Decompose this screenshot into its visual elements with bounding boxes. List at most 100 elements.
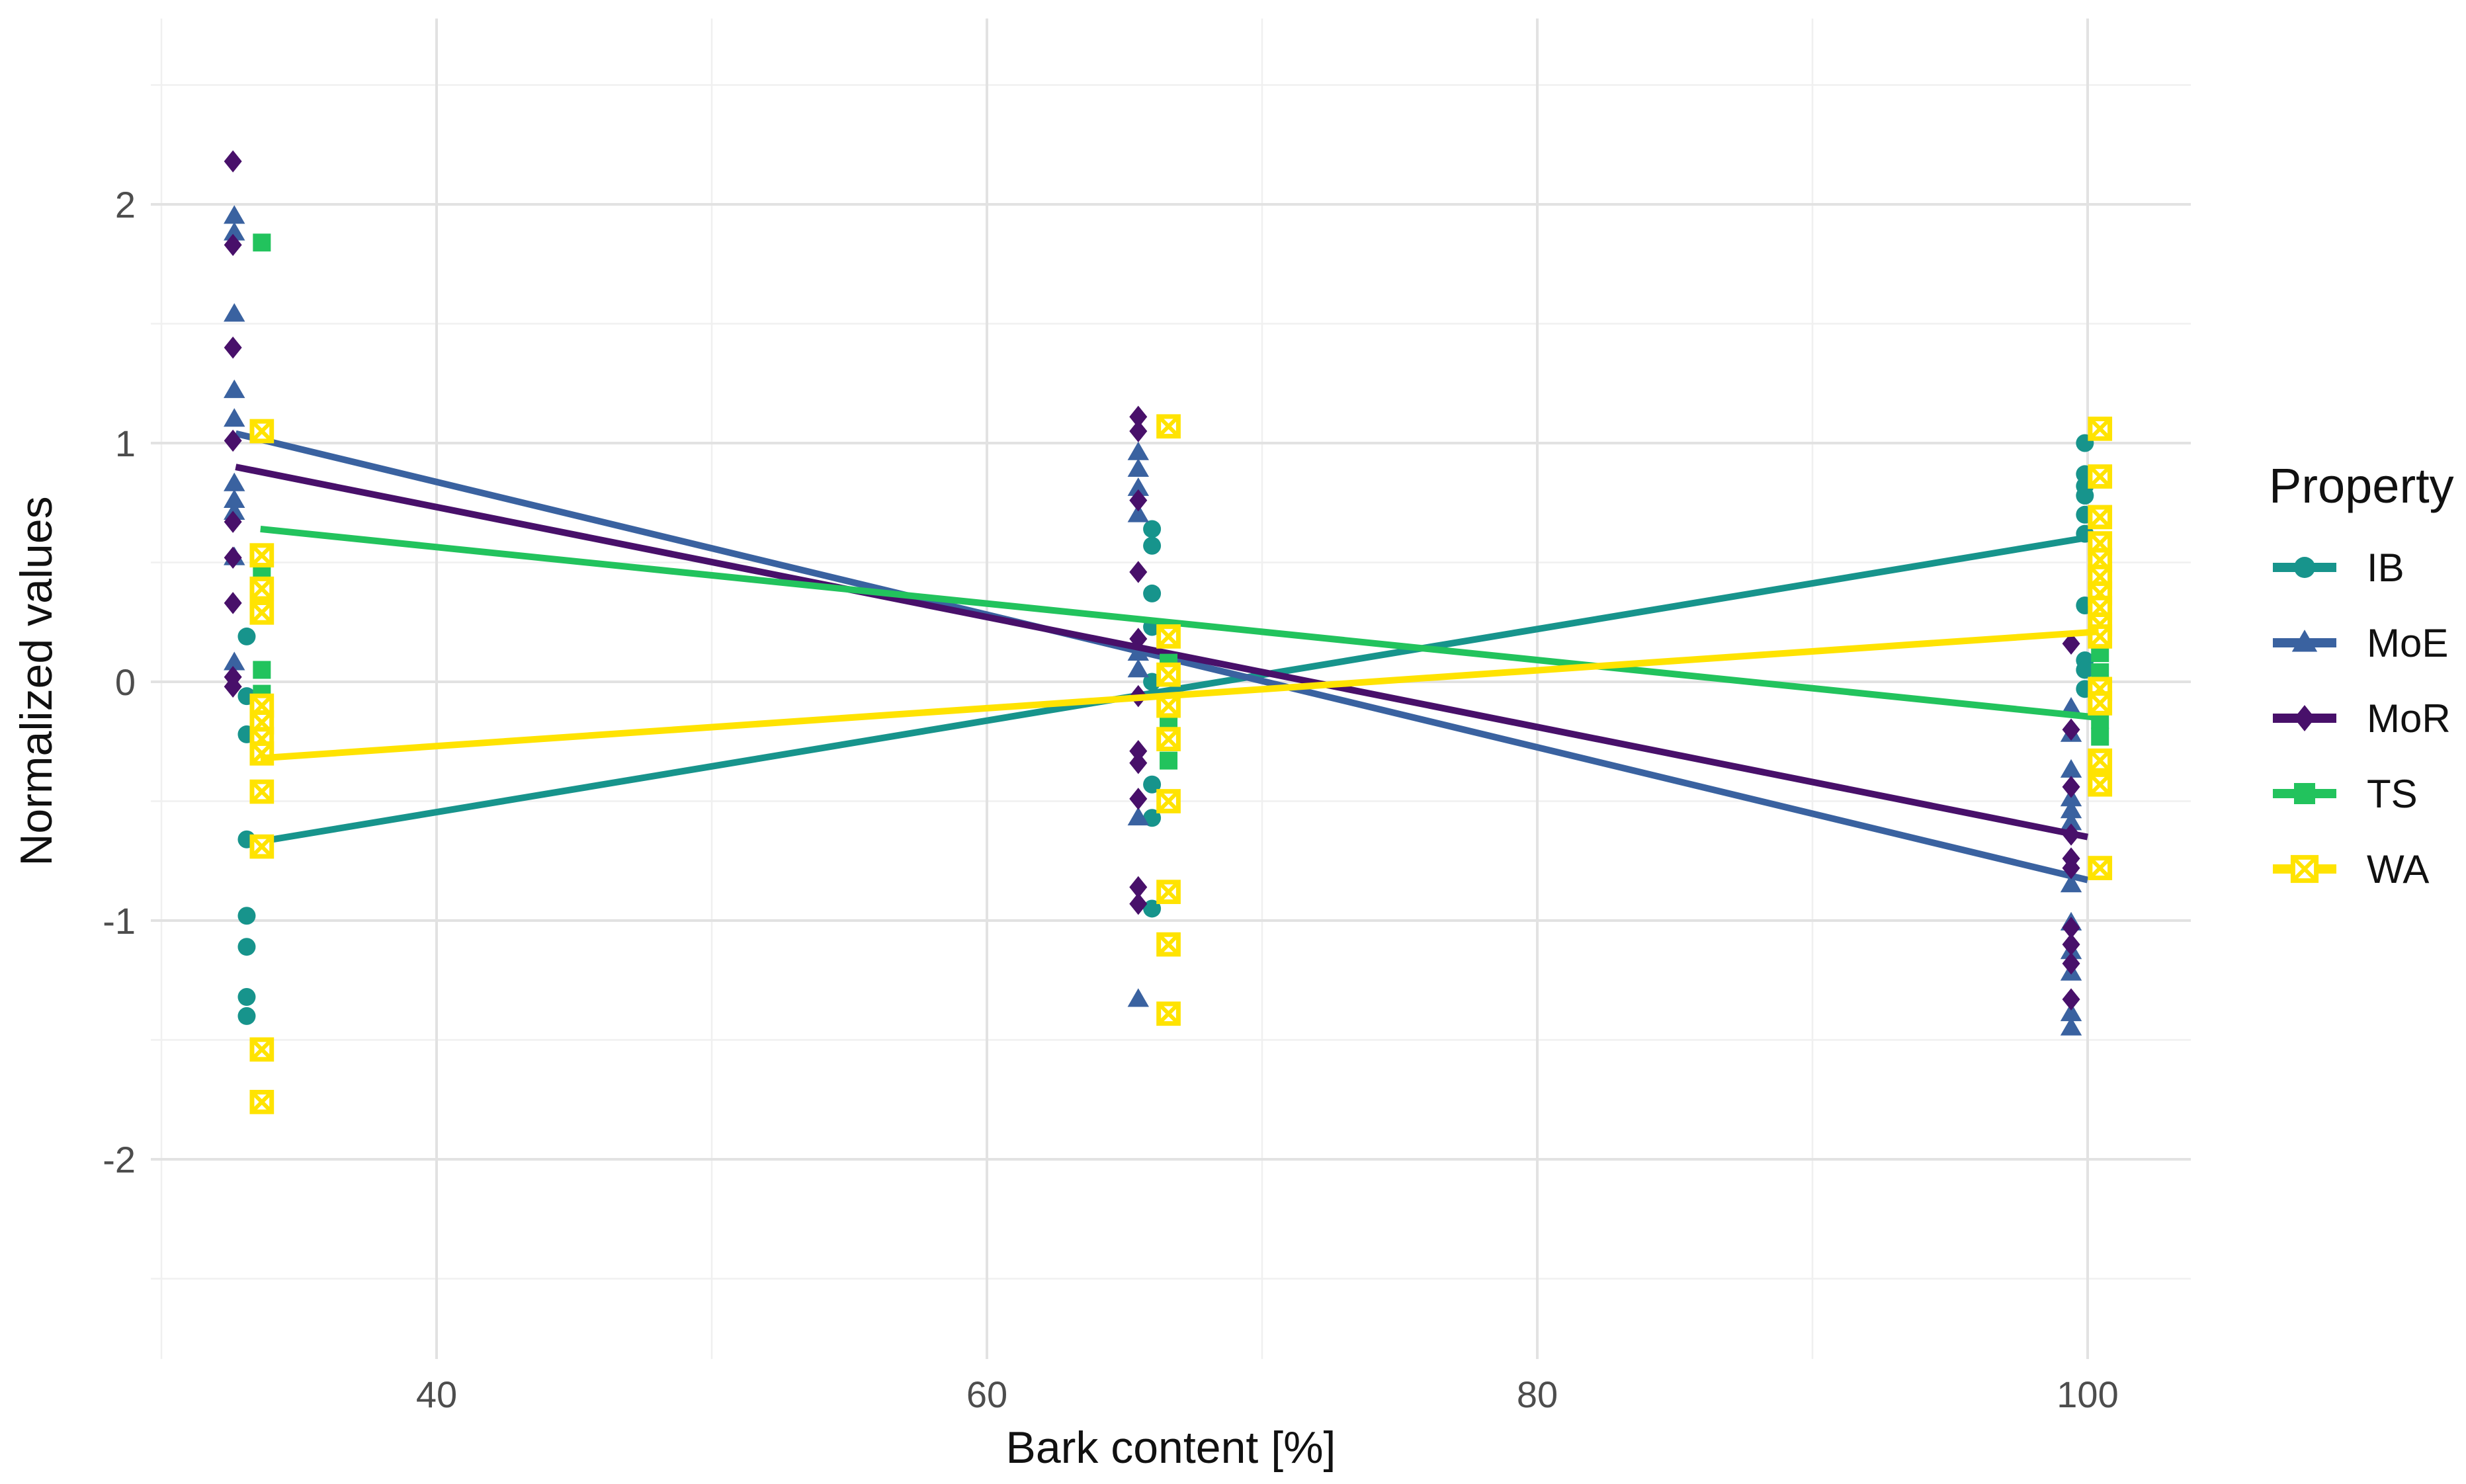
data-point [249, 1037, 275, 1062]
data-point [1129, 876, 1148, 899]
data-point [2062, 988, 2080, 1010]
data-point [2088, 505, 2113, 530]
data-point [2088, 691, 2113, 716]
data-point [237, 1007, 256, 1025]
legend-item-label: MoR [2367, 696, 2451, 741]
data-point [1127, 441, 1149, 460]
series-layer [224, 150, 2113, 1114]
legend: Property IB MoE MoR TS WA [2269, 458, 2454, 891]
data-point [2062, 632, 2080, 655]
data-point [1156, 880, 1181, 905]
data-point [2062, 933, 2080, 956]
data-point [2062, 776, 2080, 798]
data-point [2088, 748, 2113, 773]
data-point [237, 627, 256, 645]
data-point [2291, 630, 2318, 652]
data-point [1129, 739, 1148, 763]
x-axis-title: Bark content [%] [1006, 1422, 1336, 1473]
data-point [224, 546, 242, 569]
data-point [2294, 705, 2315, 731]
data-point [224, 675, 242, 698]
trend-line-WA [260, 628, 2099, 762]
y-tick-label: -1 [103, 900, 136, 942]
data-point [2088, 856, 2113, 880]
data-point [1143, 584, 1162, 602]
data-point [1129, 892, 1148, 915]
data-point [2062, 952, 2080, 975]
data-point [224, 511, 242, 533]
data-point [1143, 809, 1162, 827]
data-point [2088, 464, 2113, 489]
data-point [249, 834, 275, 859]
data-point [224, 233, 242, 257]
data-point [1127, 458, 1149, 477]
y-tick-label: 2 [115, 184, 136, 226]
data-point [224, 379, 245, 398]
data-point [2088, 624, 2113, 649]
data-point [224, 501, 245, 520]
data-point [1127, 807, 1149, 826]
data-point [1127, 659, 1149, 678]
tick-labels: 2 1 0 -1 -2 40 60 80 100 [103, 184, 2119, 1415]
data-point [2062, 718, 2080, 741]
trend-line-TS [260, 525, 2100, 721]
data-point [1129, 752, 1148, 774]
data-point [1143, 520, 1162, 538]
data-point [2076, 486, 2094, 505]
x-tick-label: 80 [1517, 1374, 1558, 1415]
data-point [249, 543, 275, 568]
x-tick-label: 100 [2057, 1374, 2118, 1415]
data-point [249, 600, 275, 625]
data-point [224, 472, 245, 491]
data-point [253, 661, 271, 679]
data-point [1156, 414, 1181, 439]
data-point [1143, 775, 1162, 794]
data-point [2060, 1016, 2082, 1036]
legend-item-label: MoE [2367, 621, 2448, 665]
y-tick-label: 1 [115, 423, 136, 464]
data-point [2076, 661, 2094, 679]
data-point [224, 489, 245, 508]
data-point [1160, 751, 1178, 770]
data-point [2060, 800, 2082, 819]
data-point [2060, 811, 2082, 831]
data-point [224, 408, 245, 427]
data-point [2088, 772, 2113, 797]
data-point [253, 233, 271, 252]
legend-item-WA: WA [2273, 847, 2429, 891]
data-point [1129, 405, 1148, 429]
data-point [2294, 783, 2315, 804]
data-point [224, 150, 242, 173]
data-point [1143, 899, 1162, 918]
data-point [237, 938, 256, 956]
trend-line-MoR [235, 464, 2088, 841]
data-point [249, 576, 275, 601]
y-axis-title: Normalized values [11, 496, 62, 866]
data-point [2290, 854, 2319, 884]
data-point [224, 429, 242, 452]
data-point [1156, 727, 1181, 751]
legend-items: IB MoE MoR TS WA [2273, 546, 2451, 891]
data-point [224, 336, 242, 359]
data-point [2060, 1003, 2082, 1022]
data-point [2062, 917, 2080, 939]
data-point [249, 779, 275, 804]
data-point [224, 651, 245, 671]
data-point [2091, 727, 2109, 746]
series-WA [249, 414, 2113, 1114]
legend-item-TS: TS [2273, 772, 2418, 816]
legend-item-label: IB [2367, 546, 2404, 590]
data-point [2060, 874, 2082, 893]
data-point [1156, 789, 1181, 813]
data-point [1156, 624, 1181, 649]
data-point [1127, 477, 1149, 496]
x-tick-label: 60 [966, 1374, 1007, 1415]
data-point [1127, 503, 1149, 522]
data-point [249, 741, 275, 766]
y-tick-label: 0 [115, 661, 136, 703]
data-point [1156, 1001, 1181, 1026]
data-point [1129, 489, 1148, 512]
trend-line-IB [243, 532, 2097, 848]
